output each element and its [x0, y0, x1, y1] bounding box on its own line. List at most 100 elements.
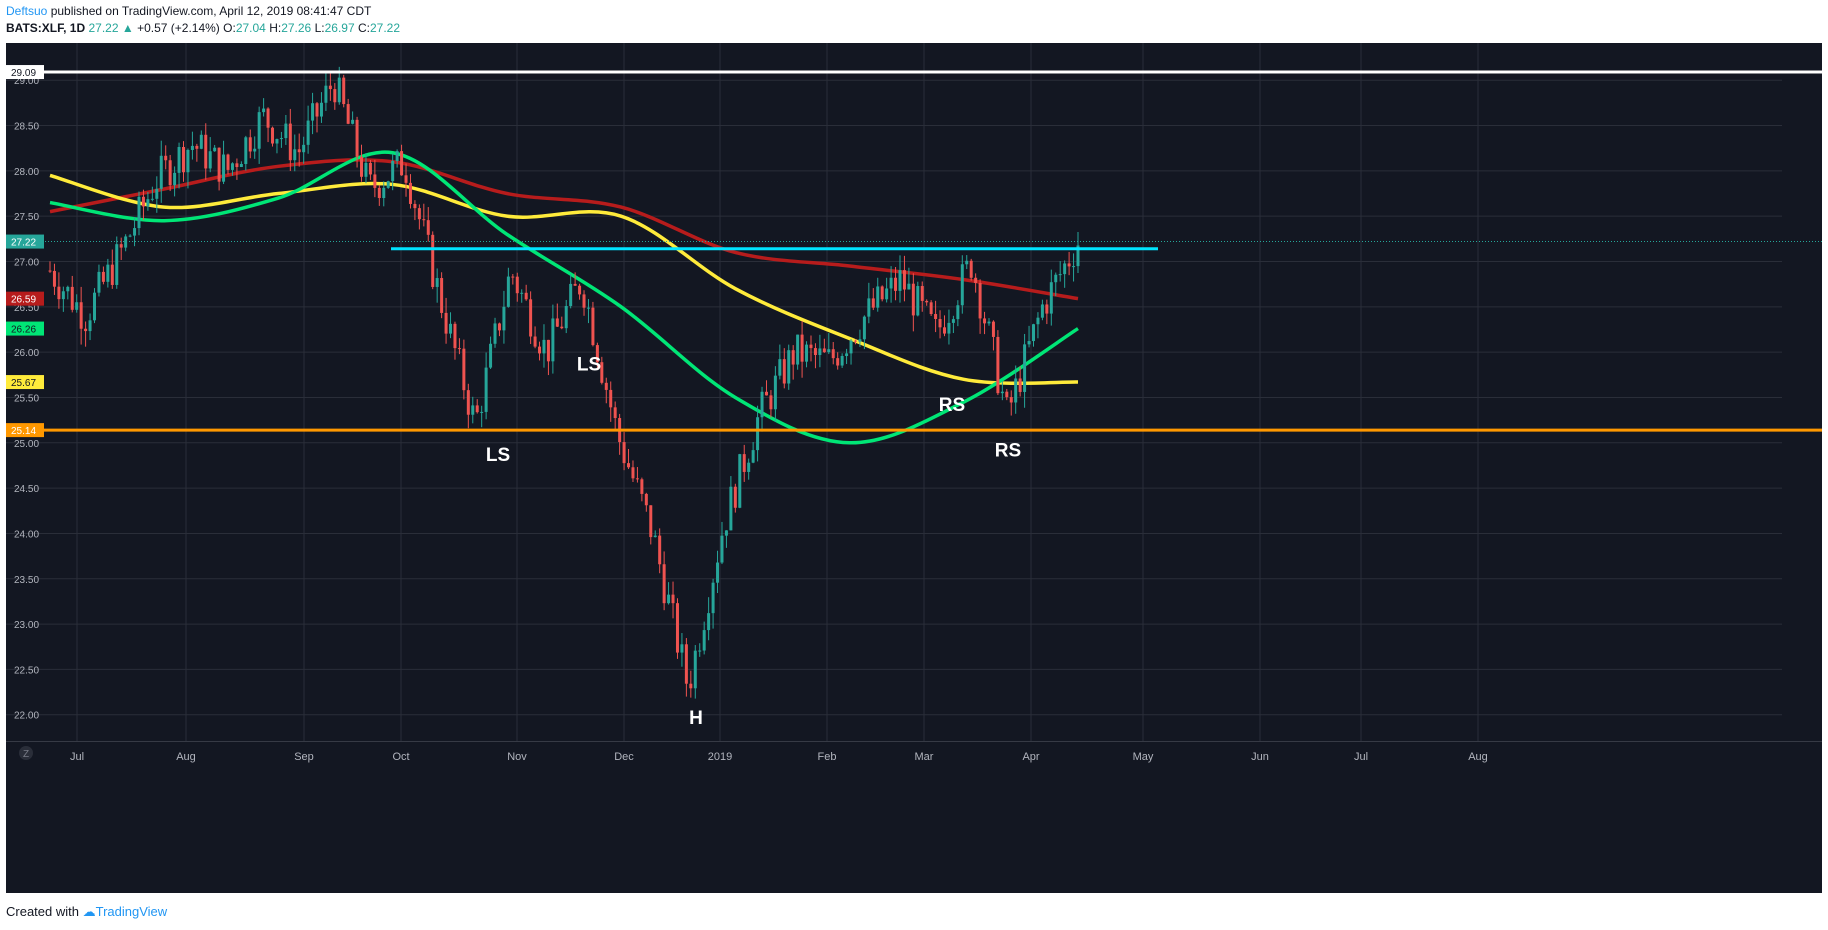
candle-body — [457, 348, 461, 350]
candle-body — [262, 108, 266, 113]
candle-body — [871, 298, 875, 308]
candle-body — [831, 349, 835, 359]
candle-body — [773, 375, 777, 410]
candle-body — [101, 271, 105, 282]
price-badge-label: 25.67 — [11, 378, 36, 389]
candle-body — [128, 235, 132, 237]
candle-body — [902, 270, 906, 290]
candle-body — [400, 151, 404, 176]
author-link[interactable]: Deftsuo — [6, 4, 48, 18]
candle-body — [141, 196, 145, 207]
candle-body — [284, 123, 288, 139]
candle-body — [756, 417, 760, 451]
candle-body — [542, 339, 546, 354]
publish-info: Deftsuo published on TradingView.com, Ap… — [6, 4, 371, 18]
candle-body — [248, 137, 252, 152]
candle-body — [1058, 274, 1062, 276]
candle-body — [845, 353, 849, 357]
candle-body — [809, 344, 813, 349]
candle-body — [729, 486, 733, 531]
candle-body — [75, 302, 79, 310]
open-value: 27.04 — [235, 21, 266, 35]
candle-body — [898, 270, 902, 291]
candle-body — [199, 134, 203, 149]
candle-body — [711, 582, 715, 614]
candle-body — [408, 182, 412, 204]
low-value: 26.97 — [324, 21, 355, 35]
candle-body — [965, 260, 969, 265]
candle-body — [885, 288, 889, 300]
tradingview-link[interactable]: TradingView — [95, 904, 168, 919]
candle-body — [733, 486, 737, 508]
candle-body — [328, 85, 332, 90]
candle-body — [573, 283, 577, 286]
y-tick-label: 29.00 — [14, 76, 39, 87]
candle-body — [275, 139, 279, 144]
candle-body — [337, 77, 341, 103]
candle-body — [649, 505, 653, 538]
candle-body — [662, 564, 666, 604]
candle-body — [97, 271, 101, 293]
candle-body — [600, 362, 604, 383]
x-tick-label: 2019 — [708, 751, 732, 763]
candle-body — [1049, 282, 1053, 314]
price-badge — [6, 234, 44, 249]
candle-body — [133, 228, 137, 236]
y-tick-label: 22.50 — [14, 665, 39, 676]
candle-body — [377, 187, 381, 199]
candle-body — [938, 318, 942, 328]
candle-body — [560, 326, 564, 329]
candle-body — [293, 149, 297, 161]
y-tick-label: 28.00 — [14, 167, 39, 178]
candle-body — [244, 137, 248, 165]
candle-body — [422, 219, 426, 221]
candle-body — [764, 391, 768, 396]
candle-body — [333, 89, 337, 103]
candle-body — [1067, 263, 1071, 267]
candle-body — [449, 323, 453, 334]
candle-body — [1063, 263, 1067, 275]
price-badge — [6, 291, 44, 306]
x-tick-label: Jul — [1354, 751, 1368, 763]
candle-body — [297, 149, 301, 153]
y-tick-label: 28.50 — [14, 122, 39, 133]
candle-body — [222, 154, 226, 182]
candle-body — [226, 154, 230, 170]
last-price: 27.22 — [88, 21, 119, 35]
candle-body — [635, 478, 639, 480]
candle-body — [386, 181, 390, 188]
candle-body — [342, 77, 346, 105]
candle-body — [1018, 378, 1022, 392]
y-tick-label: 23.50 — [14, 575, 39, 586]
candle-body — [382, 187, 386, 199]
candle-body — [435, 278, 439, 287]
candle-body — [947, 322, 951, 334]
close-label: C: — [357, 21, 370, 35]
candle-body — [417, 208, 421, 220]
price-badge — [6, 423, 44, 438]
candle-body — [466, 390, 470, 415]
candle-body — [555, 318, 559, 327]
candle-body — [627, 463, 631, 468]
candle-body — [1027, 341, 1031, 345]
candle-body — [217, 147, 221, 182]
created-with-text: Created with — [6, 904, 79, 919]
candle-body — [920, 286, 924, 301]
x-tick-label: Aug — [176, 751, 196, 763]
price-chart[interactable]: LS LS H RS RS 22.00 22.50 23.00 23.50 24.00 24.50… — [6, 43, 1822, 893]
candle-body — [239, 164, 243, 168]
candle-body — [960, 264, 964, 306]
candle-body — [124, 236, 128, 248]
candle-body — [137, 196, 141, 229]
candle-body — [867, 298, 871, 317]
candle-body — [190, 145, 194, 150]
candle-body — [987, 321, 991, 324]
candle-body — [48, 270, 52, 272]
y-tick-label: 22.00 — [14, 711, 39, 722]
candle-body — [800, 334, 804, 362]
candle-body — [204, 134, 208, 169]
x-tick-label: Jul — [70, 751, 84, 763]
horizontal-levels[interactable] — [6, 70, 1822, 432]
pattern-label: LS — [486, 445, 510, 466]
candle-body — [57, 286, 61, 300]
